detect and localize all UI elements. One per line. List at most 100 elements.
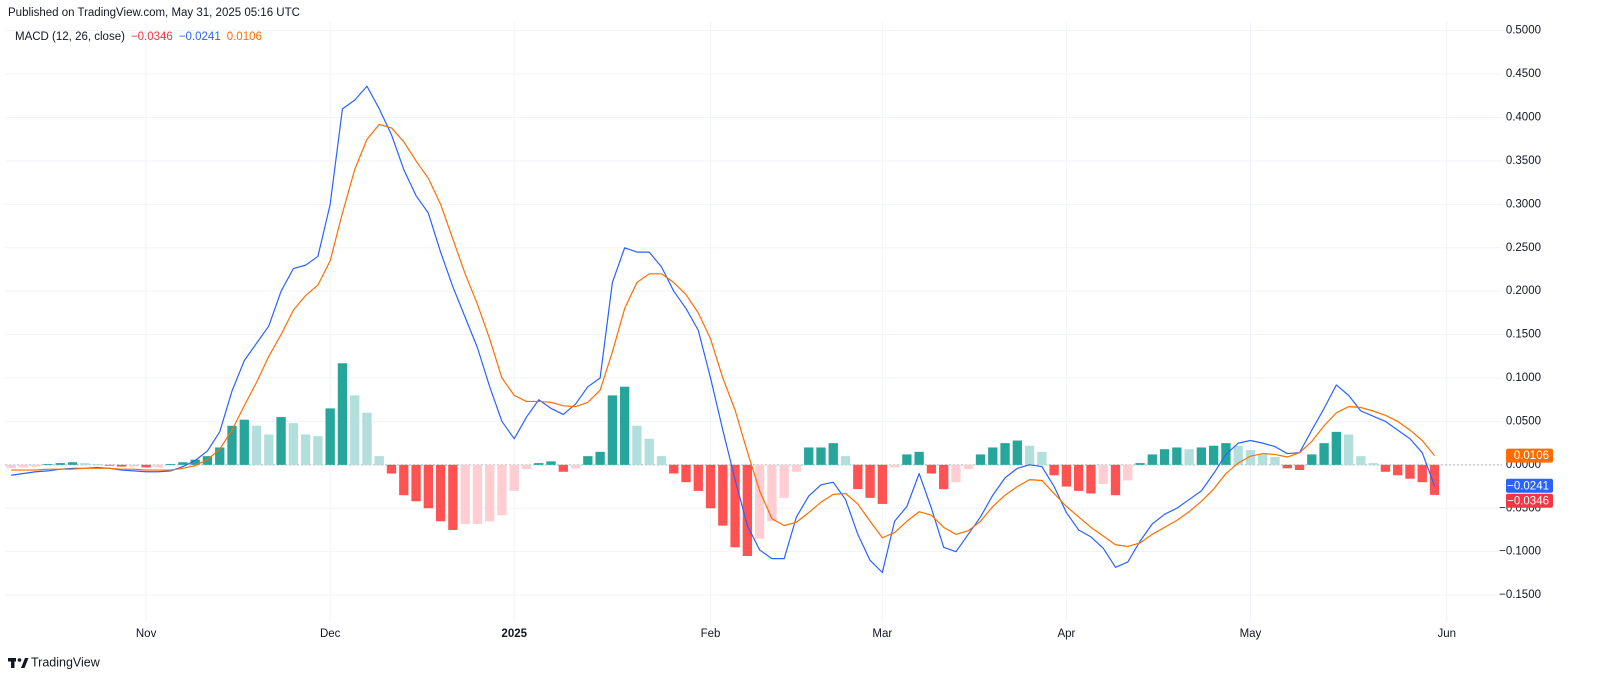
histogram-bar: [1319, 443, 1329, 465]
histogram-bar: [1270, 457, 1280, 465]
histogram-bar: [141, 464, 151, 468]
histogram-bar: [67, 462, 78, 465]
y-tick-label: −0.1000: [1499, 546, 1541, 558]
y-tick-label: 0.2000: [1506, 285, 1541, 297]
histogram-bar: [215, 447, 225, 465]
histogram-bar: [1343, 434, 1354, 465]
histogram-bar: [31, 464, 41, 467]
histogram-bar: [411, 464, 421, 502]
histogram-bar: [485, 464, 495, 522]
histogram-bar: [239, 419, 249, 465]
histogram-bar: [816, 447, 826, 465]
histogram-bar: [1061, 464, 1072, 487]
histogram-bar: [1159, 449, 1170, 465]
histogram-bar: [386, 464, 397, 474]
histogram-bar: [1258, 454, 1268, 465]
histogram-bar: [251, 425, 262, 465]
line-series: [11, 85, 1436, 574]
histogram-bar: [313, 436, 323, 465]
histogram-bar: [300, 434, 311, 465]
value-badge-box: [1506, 448, 1553, 463]
histogram-bar: [497, 464, 507, 516]
histogram-bar: [1049, 464, 1059, 476]
histogram-bar: [754, 464, 765, 539]
histogram-bar: [276, 417, 286, 465]
legend-value: −0.0346: [131, 31, 173, 43]
histogram-bar: [460, 464, 470, 524]
histogram-bar: [975, 454, 986, 465]
histogram-bar: [202, 456, 213, 465]
histogram-bar: [1307, 454, 1317, 465]
histogram-bar: [804, 447, 814, 465]
value-badge-label: −0.0241: [1507, 480, 1549, 492]
histogram-bar: [656, 456, 667, 465]
histogram-bar: [325, 408, 335, 465]
legend-value: 0.0106: [227, 31, 262, 43]
value-badge: −0.0346: [1506, 493, 1553, 508]
histogram-bar: [104, 464, 114, 466]
histogram-bar: [669, 464, 679, 474]
y-tick-label: 0.5000: [1506, 25, 1541, 37]
histogram-bar: [190, 459, 200, 465]
histogram-bar: [1208, 445, 1219, 465]
value-badge-box: [1506, 493, 1553, 508]
histogram-bar: [644, 438, 654, 465]
value-badge-box: [1506, 478, 1553, 493]
x-tick-label: May: [1240, 628, 1262, 640]
histogram-bar: [619, 386, 630, 465]
histogram-bar: [178, 462, 188, 465]
histogram-bar: [570, 464, 581, 469]
histogram-bar: [55, 463, 65, 465]
y-tick-label: 0.1000: [1506, 372, 1541, 384]
histogram-bar: [705, 464, 716, 509]
published-note: Published on TradingView.com, May 31, 20…: [8, 7, 300, 19]
histogram-bar: [227, 425, 237, 465]
x-tick-label: Feb: [701, 628, 721, 640]
histogram-bar: [1147, 454, 1157, 465]
value-badge: −0.0241: [1506, 478, 1553, 493]
histogram-bar: [546, 461, 556, 465]
x-tick-label: Nov: [136, 628, 157, 640]
histogram-bar: [1294, 464, 1305, 471]
y-tick-label: 0.1500: [1506, 329, 1541, 341]
histogram-bar: [423, 464, 433, 509]
y-tick-label: 0.0500: [1506, 415, 1541, 427]
plot-area: [5, 85, 1502, 574]
histogram-bar: [1184, 449, 1194, 465]
histogram-bar: [939, 464, 949, 490]
histogram-bar: [767, 464, 777, 522]
histogram-bar: [1037, 451, 1047, 465]
x-tick-label: 2025: [501, 628, 527, 640]
histogram-bar: [350, 395, 360, 465]
histogram-bar: [435, 464, 446, 522]
legend-title: MACD (12, 26, close): [15, 31, 125, 43]
histogram-bar: [288, 423, 299, 465]
histogram-bar: [534, 463, 544, 465]
histogram-bar: [558, 464, 568, 472]
histogram-bar: [92, 463, 102, 465]
histogram-bar: [607, 395, 618, 465]
histogram-bar: [877, 464, 888, 504]
histogram-bar: [693, 464, 703, 491]
histogram-bar: [362, 412, 372, 465]
histogram-bar: [730, 464, 740, 548]
histogram-bar: [116, 464, 127, 467]
histogram-bar: [1233, 445, 1243, 465]
histogram-bar: [509, 464, 519, 491]
histogram-bar: [153, 464, 164, 468]
legend: MACD (12, 26, close) −0.0346 −0.0241 0.0106: [15, 31, 262, 43]
histogram-bar: [1405, 464, 1415, 479]
histogram-bar: [1086, 464, 1096, 494]
histogram-bar: [914, 451, 924, 465]
histogram-bar: [337, 363, 348, 465]
legend-value: −0.0241: [179, 31, 221, 43]
histogram-bar: [632, 425, 642, 465]
histogram-bar: [1172, 447, 1182, 465]
x-tick-label: Apr: [1057, 628, 1075, 640]
histogram-bar: [1245, 450, 1256, 465]
histogram-bar: [779, 464, 789, 498]
histogram-bar: [264, 434, 274, 465]
histogram-bar: [1135, 463, 1145, 465]
histogram-bar: [926, 464, 937, 474]
histogram-bar: [1196, 447, 1207, 465]
